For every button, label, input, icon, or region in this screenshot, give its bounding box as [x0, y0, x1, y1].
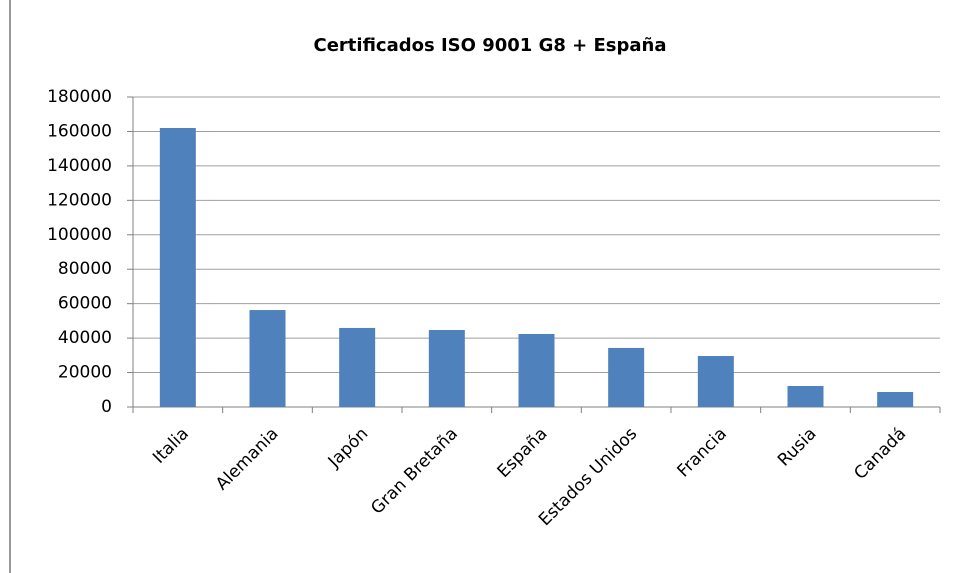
- x-tick-label: Gran Bretaña: [367, 424, 462, 519]
- y-tick-label: 180000: [47, 87, 112, 107]
- bar: [608, 347, 645, 407]
- bar: [339, 327, 376, 407]
- x-tick-label: Italia: [149, 424, 193, 468]
- bar: [518, 333, 555, 407]
- x-tick-label: Francia: [673, 424, 730, 481]
- y-tick-label: 60000: [58, 294, 112, 314]
- y-tick-label: 40000: [58, 328, 112, 348]
- bar: [697, 356, 734, 407]
- y-tick-label: 0: [101, 397, 112, 417]
- x-tick-label: Japón: [324, 424, 372, 472]
- y-tick-label: 120000: [47, 190, 112, 210]
- bar: [877, 392, 914, 407]
- y-tick-label: 100000: [47, 225, 112, 245]
- x-tick-label: España: [494, 424, 552, 482]
- x-tick-label: Rusia: [774, 424, 821, 471]
- x-tick-label: Alemania: [212, 424, 283, 495]
- y-tick-label: 160000: [47, 121, 112, 141]
- bar: [787, 385, 824, 407]
- y-tick-label: 80000: [58, 259, 112, 279]
- bar: [159, 128, 196, 407]
- x-tick-label: Canadá: [850, 424, 910, 484]
- y-tick-label: 140000: [47, 156, 112, 176]
- bar: [249, 310, 286, 407]
- x-tick-label: Estados Unidos: [535, 424, 641, 530]
- y-tick-label: 20000: [58, 363, 112, 383]
- bar: [428, 330, 465, 407]
- chart-title: Certificados ISO 9001 G8 + España: [314, 35, 667, 56]
